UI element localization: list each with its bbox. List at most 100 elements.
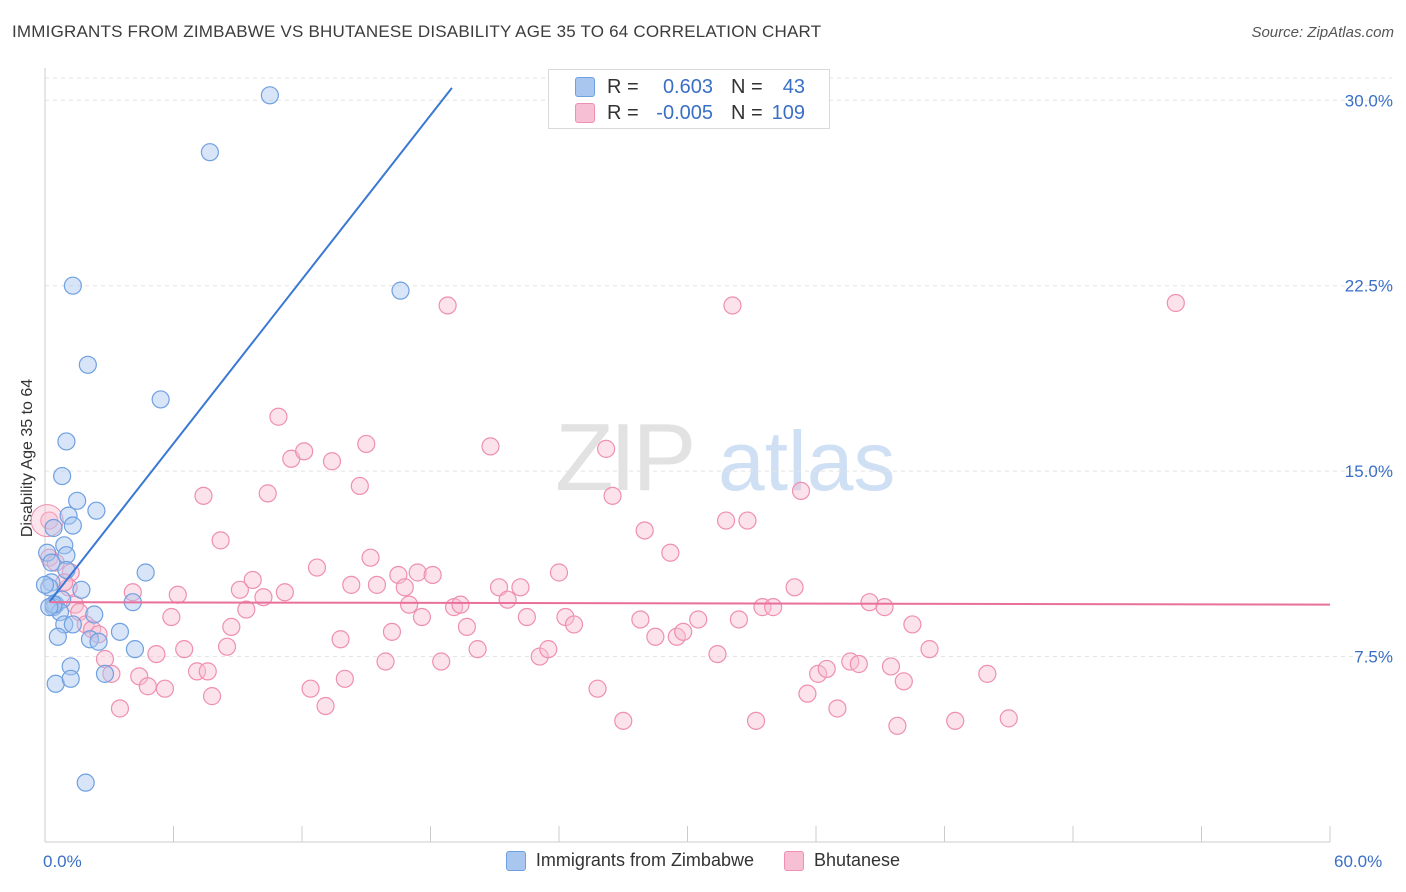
point-zimbabwe — [57, 560, 76, 580]
point-bhutanese — [517, 607, 536, 627]
point-bhutanese — [198, 662, 217, 681]
trend-lines — [48, 87, 1331, 606]
point-zimbabwe — [200, 143, 220, 162]
point-zimbabwe — [95, 664, 115, 683]
point-bhutanese — [269, 407, 288, 426]
legend-n-value: 109 — [771, 101, 805, 124]
point-bhutanese — [511, 578, 530, 597]
point-bhutanese — [564, 615, 584, 634]
point-bhutanese — [457, 617, 477, 636]
point-bhutanese — [539, 640, 558, 659]
axes — [44, 68, 1331, 843]
point-bhutanese — [222, 617, 241, 636]
point-zimbabwe — [63, 516, 82, 535]
x-tick-label-max: 60.0% — [1334, 852, 1383, 871]
point-zimbabwe — [76, 773, 95, 792]
point-zimbabwe — [44, 518, 63, 538]
point-bhutanese — [451, 595, 470, 614]
point-bhutanese — [828, 699, 847, 718]
point-zimbabwe — [59, 506, 78, 525]
point-zimbabwe — [61, 669, 80, 688]
point-bhutanese — [729, 610, 749, 629]
point-zimbabwe — [85, 605, 104, 624]
chart-title: IMMIGRANTS FROM ZIMBABWE VS BHUTANESE DI… — [12, 22, 822, 41]
legend-label-bhutanese: Bhutanese — [813, 850, 901, 870]
point-bhutanese — [875, 598, 894, 617]
point-zimbabwe — [78, 355, 97, 374]
legend-r-value: 0.603 — [662, 75, 713, 98]
legend-row-zimbabwe: R = 0.603 N = 43 — [549, 74, 829, 100]
point-zimbabwe — [391, 281, 410, 300]
point-bhutanese — [187, 662, 207, 681]
series-zimbabwe — [35, 86, 410, 792]
point-bhutanese — [791, 481, 811, 501]
point-zimbabwe — [110, 622, 130, 641]
point-bhutanese — [764, 598, 783, 617]
legend-label-zimbabwe: Immigrants from Zimbabwe — [535, 850, 754, 870]
trend-line-zimbabwe — [48, 87, 453, 603]
point-bhutanese — [316, 696, 335, 716]
y-tick-label: 22.5% — [1345, 277, 1393, 296]
point-bhutanese — [999, 709, 1018, 728]
point-bhutanese — [481, 437, 500, 456]
y-tick-labels: 7.5% 15.0% 22.5% 30.0% — [1345, 91, 1393, 666]
point-bhutanese — [489, 578, 509, 597]
point-bhutanese — [89, 625, 108, 644]
point-bhutanese — [168, 585, 187, 604]
point-bhutanese — [162, 607, 181, 627]
point-bhutanese — [175, 640, 194, 659]
point-bhutanese — [147, 644, 166, 664]
point-bhutanese — [689, 610, 708, 629]
point-zimbabwe — [68, 491, 87, 510]
point-bhutanese — [903, 615, 922, 634]
point-bhutanese — [258, 484, 277, 503]
point-bhutanese — [746, 711, 766, 730]
point-bhutanese — [331, 630, 350, 649]
point-bhutanese — [110, 699, 130, 718]
point-bhutanese — [202, 687, 222, 706]
legend-swatch-pink — [783, 850, 804, 871]
point-bhutanese — [603, 486, 622, 505]
point-bhutanese — [549, 563, 569, 582]
point-bhutanese — [211, 531, 230, 550]
point-zimbabwe — [35, 575, 55, 594]
legend-item-zimbabwe[interactable]: Immigrants from Zimbabwe — [505, 850, 754, 871]
legend-r-label: R = — [607, 101, 639, 124]
point-bhutanese — [376, 652, 395, 671]
point-zimbabwe — [63, 615, 82, 634]
point-zimbabwe — [53, 466, 72, 486]
point-bhutanese — [809, 664, 828, 683]
trend-line-bhutanese — [49, 601, 1331, 606]
point-zimbabwe — [89, 632, 108, 651]
point-zimbabwe — [42, 553, 61, 572]
point-zimbabwe — [151, 390, 170, 409]
point-bhutanese — [661, 543, 680, 562]
legend-item-bhutanese[interactable]: Bhutanese — [783, 850, 901, 871]
y-tick-label: 7.5% — [1354, 648, 1393, 667]
point-bhutanese — [614, 711, 633, 730]
point-zimbabwe — [63, 276, 82, 295]
point-bhutanese — [230, 580, 249, 599]
point-bhutanese — [588, 679, 607, 698]
watermark-zip: ZIP — [555, 404, 692, 511]
point-zimbabwe — [38, 543, 57, 562]
point-bhutanese — [399, 595, 419, 614]
point-bhutanese — [342, 575, 361, 594]
y-tick-label: 30.0% — [1345, 91, 1393, 110]
y-tick-label: 15.0% — [1345, 462, 1393, 481]
point-zimbabwe — [125, 640, 145, 659]
chart-source: Source: ZipAtlas.com — [1251, 24, 1394, 41]
point-bhutanese — [438, 296, 457, 315]
point-bhutanese — [382, 622, 402, 641]
legend-n-label: N = — [731, 75, 763, 98]
point-bhutanese — [498, 590, 517, 609]
point-zimbabwe — [260, 86, 279, 105]
point-bhutanese — [785, 578, 804, 597]
point-bhutanese — [408, 563, 427, 582]
grid — [45, 77, 1392, 658]
point-bhutanese — [708, 644, 727, 664]
watermark: ZIP atlas — [555, 404, 895, 511]
point-bhutanese — [217, 637, 237, 656]
point-bhutanese — [849, 654, 868, 674]
point-bhutanese — [716, 511, 736, 530]
